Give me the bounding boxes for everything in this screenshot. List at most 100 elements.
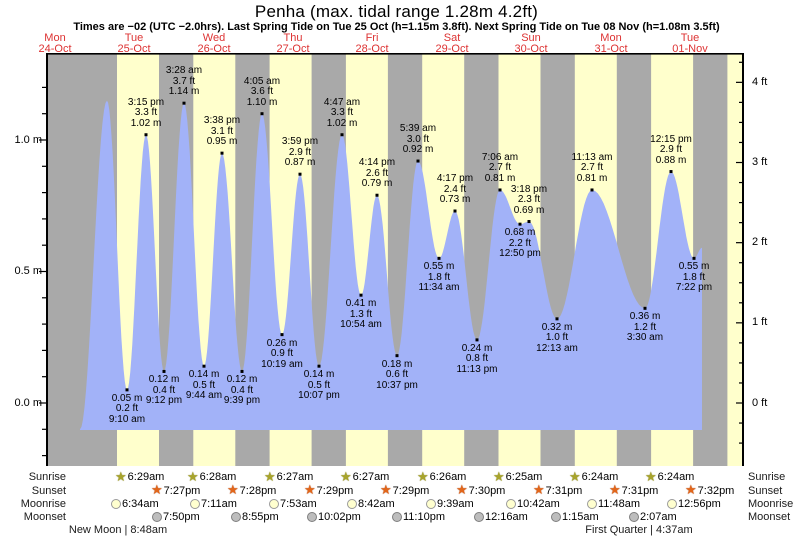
left-tick: [42, 376, 46, 378]
sunrise-entry: ★ 6:27am: [264, 470, 313, 484]
sunrise-icon: ★: [417, 468, 429, 484]
y-axis-right-label: 2 ft: [752, 236, 768, 249]
right-tick: [736, 161, 743, 164]
right-tick: [739, 121, 743, 124]
sunrise-icon: ★: [645, 468, 657, 484]
sunrise-row-label-left: Sunrise: [28, 471, 66, 483]
right-tick: [739, 101, 743, 103]
sunrise-time: 6:28am: [199, 471, 237, 483]
tide-point: [475, 338, 479, 342]
moonrise-entry: 9:39am: [426, 497, 474, 511]
moonset-time: 7:50pm: [163, 510, 200, 523]
sunset-time: 7:29pm: [392, 484, 430, 497]
left-tick: [42, 192, 46, 194]
moonrise-time: 7:53am: [280, 497, 317, 510]
moonset-icon: [231, 511, 241, 522]
moonset-row-label-left: Moonset: [23, 510, 66, 523]
tide-label-low: 0.14 m 0.5 ft 10:07 pm: [298, 369, 340, 402]
day-label: Wed 26-Oct: [197, 32, 231, 55]
moonrise-entry: 7:53am: [269, 497, 317, 511]
tide-point: [125, 388, 129, 392]
tide-point: [298, 172, 302, 176]
moonrise-time: 11:48am: [598, 497, 640, 510]
top-axis-line: [46, 53, 744, 55]
tide-point: [518, 222, 522, 226]
tide-label-high: 3:38 pm 3.1 ft 0.95 m: [203, 115, 241, 148]
tide-point: [416, 159, 420, 163]
sunset-entry: ★ 7:32pm: [685, 482, 734, 498]
left-tick: [39, 402, 46, 404]
moonrise-icon: [426, 498, 436, 509]
sunrise-icon: ★: [115, 468, 127, 484]
left-tick: [42, 244, 46, 246]
right-tick: [736, 402, 743, 404]
tide-point: [692, 256, 696, 260]
tide-label-low: 0.12 m 0.4 ft 9:39 pm: [223, 374, 261, 407]
sunset-entry: ★ 7:30pm: [456, 482, 505, 498]
right-tick: [739, 342, 743, 344]
moonset-entry: 11:10pm: [392, 510, 445, 524]
tide-point: [643, 306, 647, 310]
tide-point: [359, 293, 363, 297]
sunset-icon: ★: [609, 482, 621, 497]
moonrise-icon: [667, 498, 677, 509]
moonset-entry: 7:50pm: [152, 510, 200, 524]
sunset-time: 7:31pm: [545, 484, 583, 497]
sunset-time: 7:28pm: [239, 484, 277, 497]
left-tick: [42, 455, 46, 457]
tide-point: [669, 170, 673, 174]
moonset-entry: 8:55pm: [231, 510, 279, 524]
moonrise-icon: [587, 498, 597, 509]
sunrise-icon: ★: [264, 468, 276, 484]
tide-label-low: 0.18 m 0.6 ft 10:37 pm: [376, 358, 418, 391]
tide-point: [260, 112, 264, 116]
sunrise-entry: ★ 6:29am: [115, 470, 164, 484]
tide-point: [527, 220, 531, 224]
moonrise-icon: [506, 498, 516, 509]
day-label: Sun 30-Oct: [514, 32, 548, 55]
left-tick: [39, 139, 46, 141]
tide-point: [317, 364, 321, 368]
moonset-icon: [551, 511, 561, 522]
right-axis-line: [742, 53, 744, 466]
right-tick: [739, 181, 743, 184]
page-title: Penha (max. tidal range 1.28m 4.2ft): [254, 2, 539, 21]
tide-label-high: 3:18 pm 2.3 ft 0.69 m: [510, 183, 548, 216]
right-tick: [739, 201, 743, 204]
moonrise-time: 9:39am: [437, 497, 474, 510]
right-tick: [739, 61, 743, 63]
chart-subtitle: Times are −02 (UTC −2.0hrs). Last Spring…: [73, 21, 720, 33]
sunset-time: 7:31pm: [621, 484, 659, 497]
moonset-icon: [392, 511, 402, 522]
moonrise-entry: 8:42am: [347, 497, 395, 511]
tide-label-high: 4:05 am 3.6 ft 1.10 m: [243, 75, 281, 108]
sunset-entry: ★ 7:29pm: [304, 483, 353, 498]
moonset-row-label-right: Moonset: [748, 510, 791, 523]
tide-point: [220, 151, 224, 155]
sunset-icon: ★: [685, 482, 697, 497]
right-tick: [739, 302, 743, 304]
sunset-time: 7:27pm: [163, 484, 201, 497]
tide-label-low: 0.05 m 0.2 ft 9:10 am: [108, 392, 146, 425]
day-label: Thu 27-Oct: [276, 32, 310, 55]
moonrise-entry: 12:56pm: [667, 497, 721, 511]
moonset-entry: 1:15am: [551, 510, 599, 524]
right-tick: [739, 222, 743, 224]
sunrise-time: 6:24am: [657, 471, 695, 483]
moonset-entry: 2:07am: [629, 510, 677, 524]
moonset-time: 12:16am: [485, 510, 528, 523]
right-tick: [739, 362, 743, 364]
left-tick: [39, 270, 46, 273]
tide-label-high: 3:15 pm 3.3 ft 1.02 m: [127, 96, 165, 129]
sunset-entry: ★ 7:28pm: [227, 483, 277, 498]
tide-label-low: 0.55 m 1.8 ft 11:34 am: [418, 261, 460, 294]
tide-label-low: 0.41 m 1.3 ft 10:54 am: [340, 298, 382, 331]
sunset-row-label-right: Sunset: [748, 484, 783, 497]
daylight-band: [727, 54, 742, 466]
left-tick: [42, 218, 46, 220]
y-axis-right-label: 0 ft: [752, 396, 768, 409]
sunset-icon: ★: [533, 482, 545, 497]
sunset-icon: ★: [456, 482, 468, 497]
left-tick: [42, 297, 46, 299]
